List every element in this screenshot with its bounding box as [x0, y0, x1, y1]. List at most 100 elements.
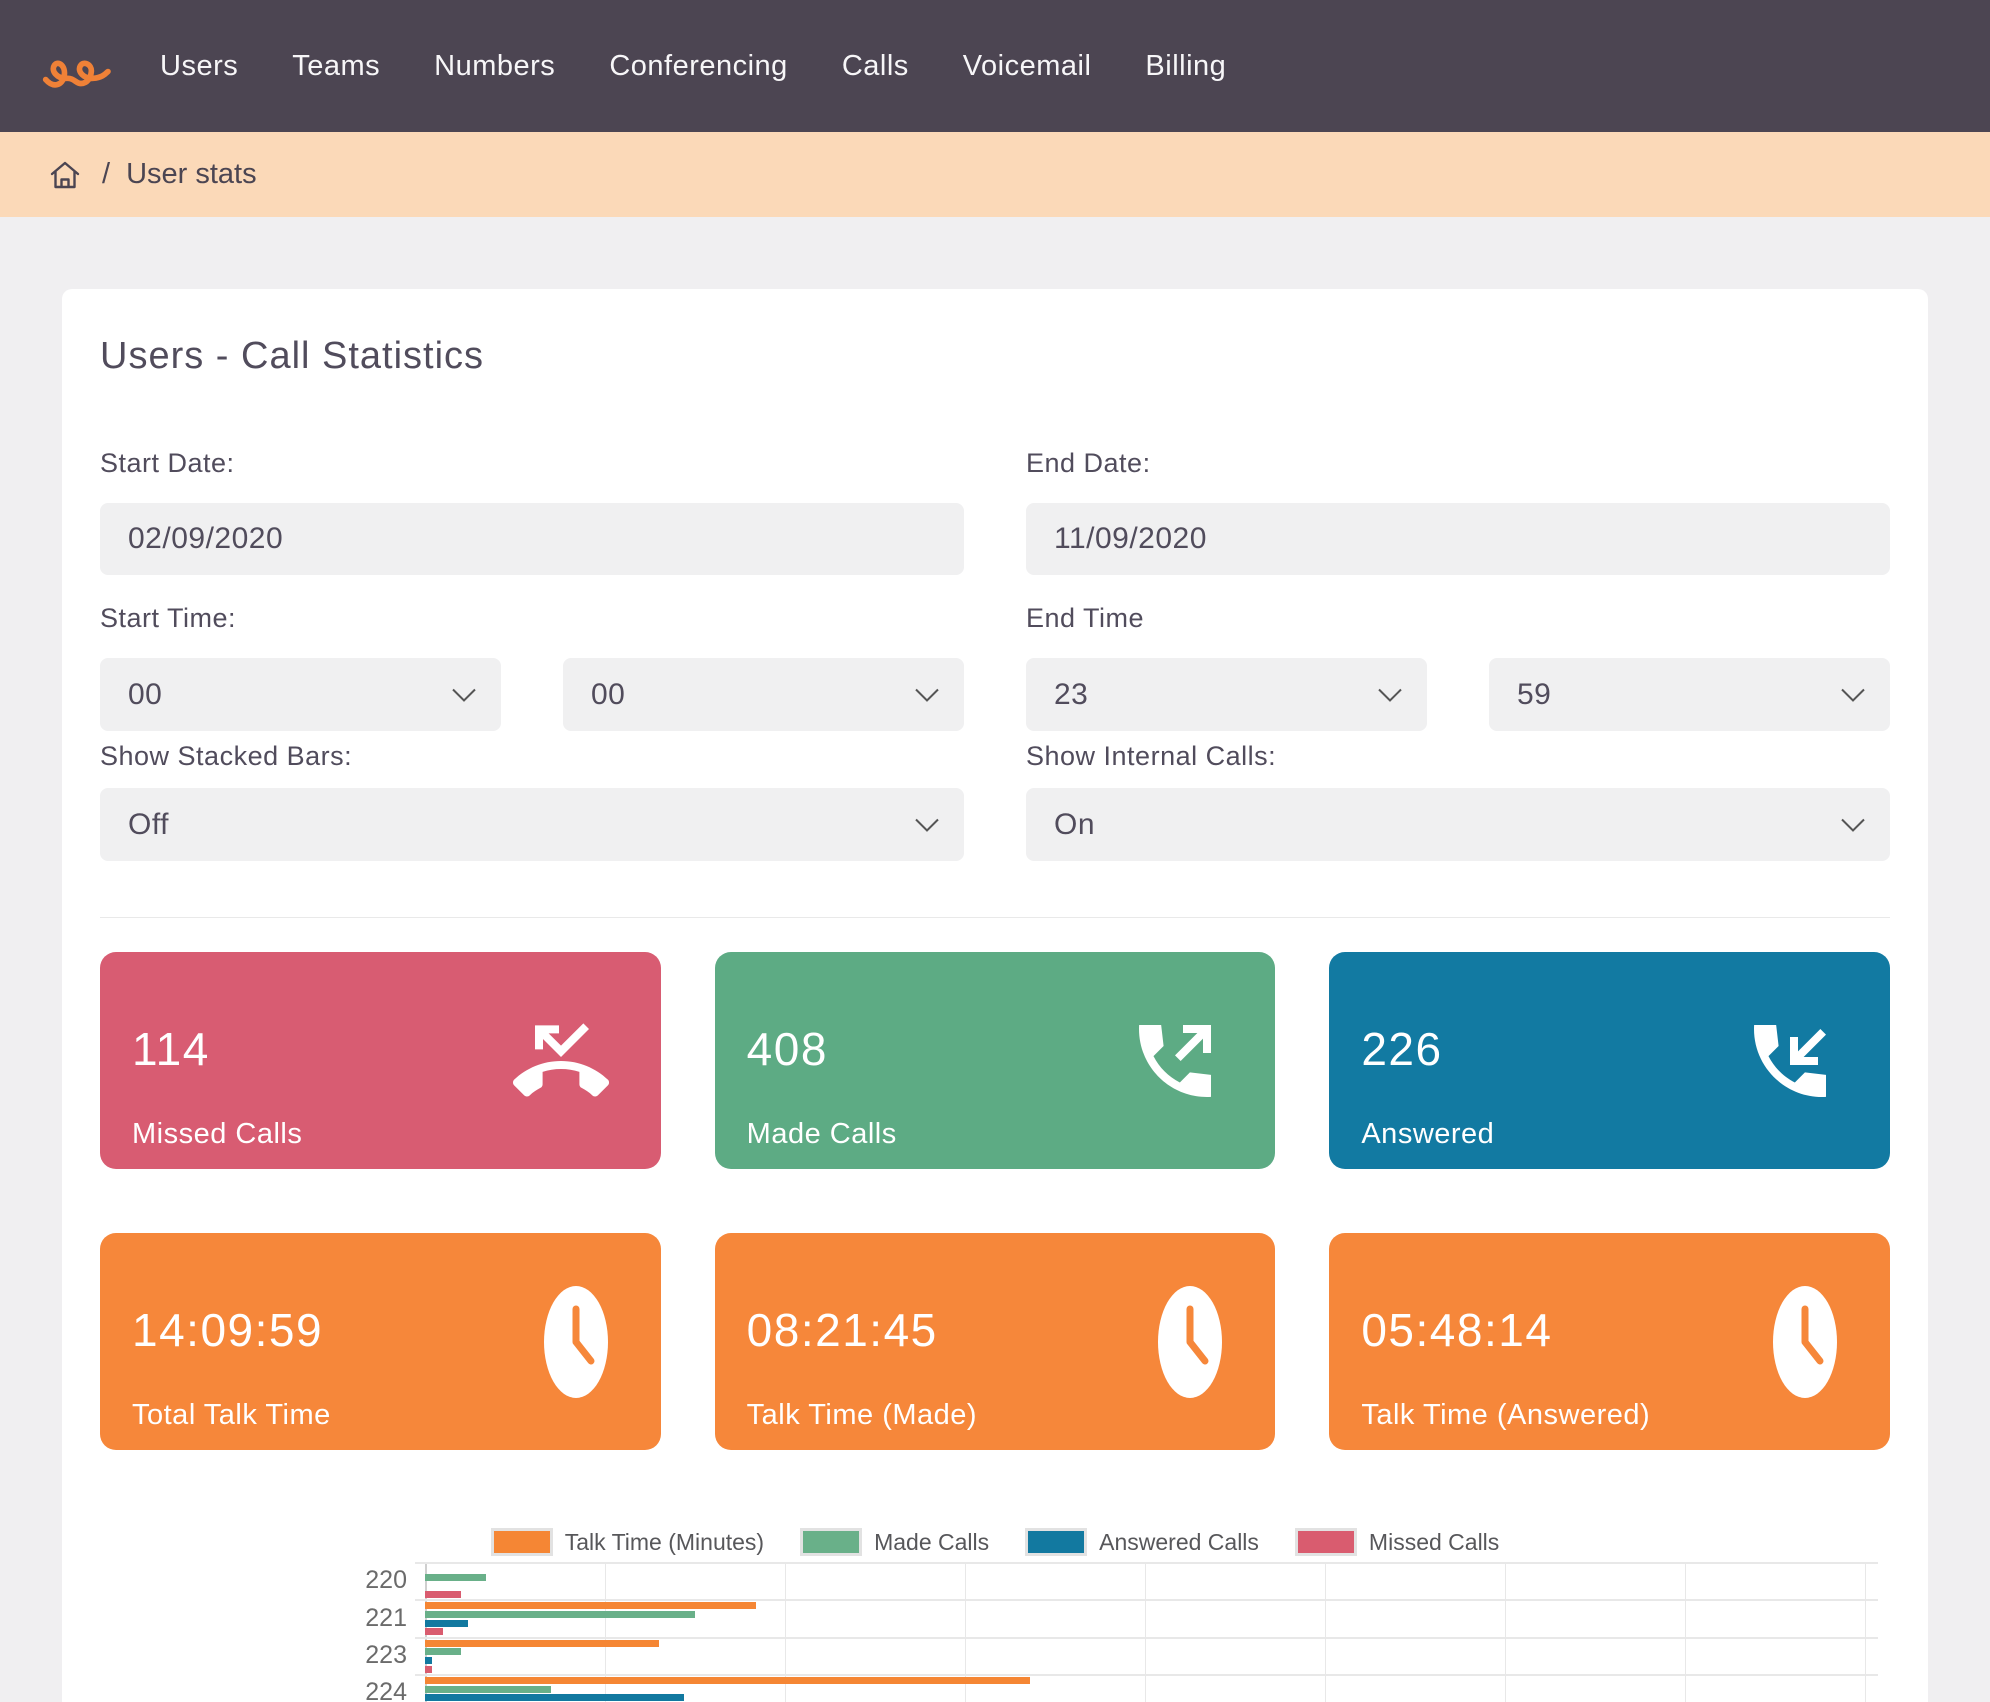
- calls-bar-chart: 220 221 223 224: [100, 1562, 1890, 1702]
- end-date-input[interactable]: [1026, 503, 1890, 575]
- end-minute-select[interactable]: 59: [1489, 658, 1890, 731]
- y-axis-label-223: 223: [365, 1640, 407, 1669]
- breadcrumb: / User stats: [0, 132, 1990, 217]
- bar-talk-time-minutes--224: [425, 1677, 1030, 1685]
- talk-time-answered-label: Talk Time (Answered): [1361, 1399, 1651, 1431]
- call-statistics-card: Users - Call Statistics Start Date: Star…: [62, 289, 1928, 1702]
- y-axis-label-224: 224: [365, 1678, 407, 1702]
- made-calls-card: 408 Made Calls: [714, 952, 1276, 1169]
- nav-item-billing[interactable]: Billing: [1145, 49, 1227, 82]
- chevron-down-icon: [1378, 688, 1402, 702]
- legend-label: Answered Calls: [1099, 1528, 1259, 1555]
- home-icon[interactable]: [48, 159, 82, 191]
- end-hour-value: 23: [1054, 677, 1089, 711]
- chart-gridline: [605, 1562, 606, 1702]
- legend-item-talk-time-minutes-[interactable]: Talk Time (Minutes): [490, 1528, 765, 1556]
- answered-calls-value: 226: [1361, 1023, 1443, 1075]
- bar-missed-calls-220: [425, 1590, 461, 1598]
- chart-plot-area: [415, 1562, 1878, 1702]
- talk-time-made-card: 08:21:45 Talk Time (Made): [714, 1233, 1276, 1450]
- chevron-down-icon: [1841, 688, 1865, 702]
- chart-gridline: [1505, 1562, 1506, 1702]
- nav-item-calls[interactable]: Calls: [841, 49, 909, 82]
- stacked-bars-select[interactable]: Off: [100, 788, 964, 861]
- y-axis-label-220: 220: [365, 1566, 407, 1595]
- chevron-down-icon: [915, 688, 939, 702]
- brand-logo-icon[interactable]: [42, 37, 116, 95]
- start-date-label: Start Date:: [100, 448, 235, 478]
- nav-item-numbers[interactable]: Numbers: [434, 49, 556, 82]
- internal-calls-label: Show Internal Calls:: [1026, 741, 1277, 771]
- internal-calls-select[interactable]: On: [1026, 788, 1890, 861]
- end-date-label: End Date:: [1026, 448, 1151, 478]
- chart-gridline: [785, 1562, 786, 1702]
- legend-swatch: [490, 1528, 553, 1556]
- phone-outgoing-icon: [1139, 1024, 1212, 1097]
- missed-calls-value: 114: [132, 1023, 210, 1075]
- legend-label: Talk Time (Minutes): [564, 1528, 765, 1555]
- chart-row-separator: [415, 1636, 1878, 1639]
- bar-answered-calls-224: [425, 1694, 685, 1702]
- bar-made-calls-220: [425, 1573, 487, 1581]
- legend-swatch: [1294, 1528, 1357, 1556]
- clock-icon: [543, 1285, 608, 1398]
- bar-missed-calls-223: [425, 1665, 433, 1673]
- nav-item-users[interactable]: Users: [160, 49, 239, 82]
- legend-swatch: [800, 1528, 863, 1556]
- chart-gridline: [1145, 1562, 1146, 1702]
- bar-answered-calls-221: [425, 1619, 469, 1627]
- stats-row-counts: 114 Missed Calls 408 Made Calls 226 Answ…: [100, 952, 1891, 1169]
- chart-row-separator: [415, 1599, 1878, 1602]
- bar-answered-calls-223: [425, 1657, 433, 1664]
- chart-gridline: [965, 1562, 966, 1702]
- end-time-label: End Time: [1026, 603, 1145, 633]
- top-navbar: Users Teams Numbers Conferencing Calls V…: [0, 0, 1990, 132]
- start-hour-select[interactable]: 00: [100, 658, 501, 731]
- legend-item-answered-calls[interactable]: Answered Calls: [1025, 1528, 1259, 1556]
- answered-calls-label: Answered: [1361, 1118, 1495, 1150]
- chart-y-axis: 220 221 223 224: [100, 1562, 425, 1702]
- nav-menu: Users Teams Numbers Conferencing Calls V…: [160, 50, 1226, 83]
- nav-item-conferencing[interactable]: Conferencing: [609, 49, 788, 82]
- filters-right-column: End Date: End Time 23 59 Show Internal C…: [1026, 448, 1890, 861]
- clock-icon: [1158, 1285, 1223, 1398]
- start-minute-select[interactable]: 00: [563, 658, 964, 731]
- total-talk-time-value: 14:09:59: [132, 1304, 324, 1356]
- start-hour-value: 00: [128, 677, 163, 711]
- start-date-input[interactable]: [100, 503, 964, 575]
- talk-time-made-value: 08:21:45: [746, 1304, 938, 1356]
- legend-label: Made Calls: [874, 1528, 990, 1555]
- bar-missed-calls-221: [425, 1628, 443, 1636]
- total-talk-time-card: 14:09:59 Total Talk Time: [100, 1233, 661, 1450]
- y-axis-label-221: 221: [365, 1603, 407, 1632]
- section-divider: [100, 917, 1890, 918]
- legend-swatch: [1025, 1528, 1088, 1556]
- end-hour-select[interactable]: 23: [1026, 658, 1427, 731]
- talk-time-answered-value: 05:48:14: [1361, 1304, 1553, 1356]
- nav-item-teams[interactable]: Teams: [292, 49, 381, 82]
- bar-made-calls-221: [425, 1611, 695, 1618]
- start-time-label: Start Time:: [100, 603, 237, 633]
- chart-row-separator: [415, 1674, 1878, 1677]
- bar-made-calls-224: [425, 1685, 551, 1693]
- clock-icon: [1773, 1285, 1838, 1398]
- end-minute-value: 59: [1517, 677, 1552, 711]
- bar-talk-time-minutes--221: [425, 1602, 757, 1610]
- chart-gridline: [1685, 1562, 1686, 1702]
- stats-row-talk-time: 14:09:59 Total Talk Time 08:21:45 Talk T…: [100, 1233, 1891, 1450]
- legend-item-made-calls[interactable]: Made Calls: [800, 1528, 989, 1556]
- start-minute-value: 00: [591, 677, 626, 711]
- breadcrumb-separator: /: [102, 158, 111, 190]
- answered-calls-card: 226 Answered: [1329, 952, 1891, 1169]
- total-talk-time-label: Total Talk Time: [132, 1399, 331, 1431]
- chevron-down-icon: [915, 818, 939, 832]
- chevron-down-icon: [452, 688, 476, 702]
- page-title: Users - Call Statistics: [100, 335, 485, 377]
- nav-item-voicemail[interactable]: Voicemail: [962, 49, 1092, 82]
- internal-calls-value: On: [1054, 807, 1096, 841]
- breadcrumb-current-page: User stats: [126, 158, 257, 190]
- missed-calls-label: Missed Calls: [132, 1118, 303, 1150]
- legend-item-missed-calls[interactable]: Missed Calls: [1294, 1528, 1499, 1556]
- chart-gridline: [1325, 1562, 1326, 1702]
- made-calls-value: 408: [746, 1023, 828, 1075]
